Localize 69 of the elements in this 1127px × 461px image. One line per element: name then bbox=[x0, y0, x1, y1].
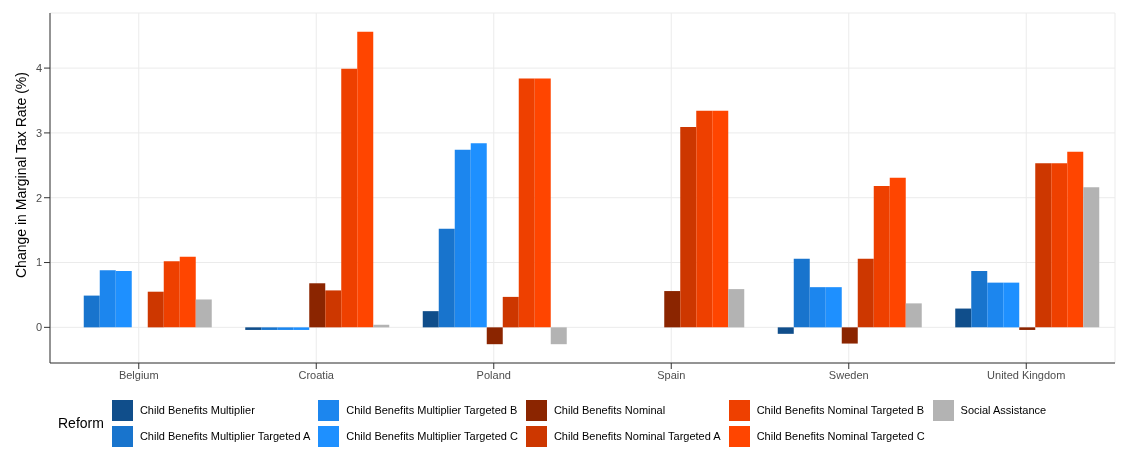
bar bbox=[195, 299, 212, 328]
bar bbox=[422, 311, 439, 328]
bar bbox=[712, 110, 729, 328]
bar bbox=[325, 290, 342, 328]
legend-label: Social Assistance bbox=[960, 404, 1047, 416]
x-tick-label: Poland bbox=[476, 368, 511, 381]
bar bbox=[889, 177, 906, 328]
bar bbox=[696, 110, 713, 328]
bar bbox=[99, 270, 116, 328]
legend-label: Child Benefits Nominal bbox=[553, 404, 666, 416]
bar bbox=[793, 258, 810, 328]
y-axis-title: Change in Marginal Tax Rate (%) bbox=[12, 72, 29, 278]
bar bbox=[438, 228, 455, 328]
bar bbox=[825, 287, 842, 328]
bar bbox=[873, 186, 890, 328]
bar bbox=[955, 308, 972, 328]
bar bbox=[1035, 163, 1052, 328]
bar bbox=[1083, 187, 1100, 328]
legend-label: Child Benefits Multiplier Targeted B bbox=[346, 404, 518, 416]
y-tick-label: 0 bbox=[35, 321, 42, 334]
y-tick-label: 2 bbox=[35, 191, 42, 204]
legend-label: Child Benefits Multiplier bbox=[139, 404, 255, 416]
bar bbox=[680, 127, 697, 328]
bar bbox=[309, 283, 326, 328]
bar bbox=[1019, 327, 1036, 330]
legend-label: Child Benefits Nominal Targeted C bbox=[756, 430, 925, 442]
y-tick-label: 1 bbox=[35, 256, 42, 269]
bar bbox=[841, 327, 858, 344]
bar bbox=[486, 327, 503, 345]
bar bbox=[550, 327, 567, 345]
y-tick-label: 3 bbox=[35, 126, 42, 139]
bar bbox=[147, 291, 164, 328]
bar bbox=[728, 289, 745, 328]
bar bbox=[1051, 163, 1068, 328]
bar bbox=[293, 327, 310, 330]
bar bbox=[454, 149, 471, 328]
x-tick-label: Sweden bbox=[828, 368, 869, 381]
bar bbox=[277, 327, 294, 330]
bar bbox=[1067, 151, 1084, 328]
x-tick-label: Spain bbox=[657, 368, 686, 381]
bar bbox=[664, 291, 681, 328]
bar bbox=[971, 270, 988, 328]
bar bbox=[179, 256, 196, 328]
x-tick-label: Croatia bbox=[298, 368, 335, 381]
y-tick-label: 4 bbox=[35, 62, 42, 74]
bar bbox=[534, 78, 551, 328]
bar bbox=[518, 78, 535, 328]
legend-label: Child Benefits Nominal Targeted A bbox=[553, 430, 721, 442]
legend-label: Child Benefits Multiplier Targeted C bbox=[346, 430, 518, 442]
bar bbox=[905, 303, 922, 328]
bar bbox=[1003, 282, 1020, 328]
bar bbox=[809, 287, 826, 328]
bar bbox=[163, 261, 180, 328]
bar bbox=[115, 270, 132, 328]
legend-label: Child Benefits Multiplier Targeted A bbox=[139, 430, 311, 442]
bar bbox=[470, 143, 487, 328]
bar bbox=[857, 258, 874, 328]
x-tick-label: Belgium bbox=[118, 368, 159, 381]
legend-title: Reform bbox=[58, 415, 104, 431]
bar bbox=[245, 327, 262, 330]
legend-label: Child Benefits Nominal Targeted B bbox=[756, 404, 924, 416]
bar bbox=[341, 68, 358, 328]
bar bbox=[777, 327, 794, 334]
bar bbox=[83, 295, 100, 328]
bar bbox=[502, 296, 519, 328]
x-tick-label: United Kingdom bbox=[987, 368, 1066, 381]
bar bbox=[261, 327, 278, 330]
bar bbox=[357, 31, 374, 328]
bar bbox=[987, 282, 1004, 328]
